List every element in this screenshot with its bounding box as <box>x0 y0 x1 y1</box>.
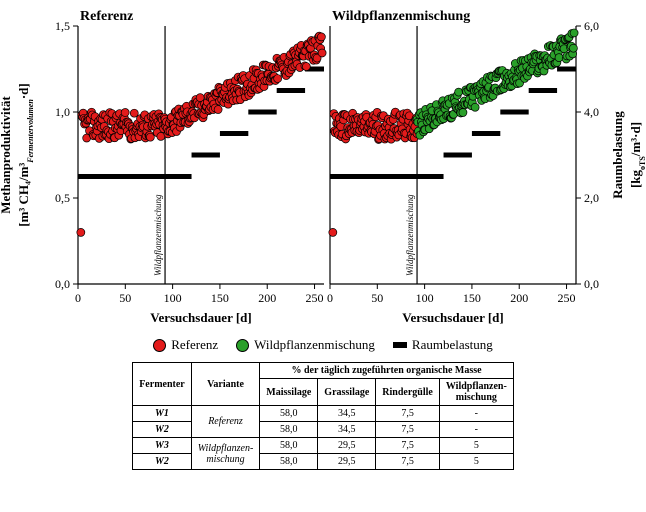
legend-wildpfl-marker <box>236 339 249 352</box>
svg-text:Methanproduktivität: Methanproduktivität <box>0 96 13 214</box>
svg-text:250: 250 <box>558 291 576 305</box>
legend-referenz-label: Referenz <box>171 337 218 353</box>
table-wrap: FermenterVariante% der täglich zugeführt… <box>0 362 646 470</box>
data-table: FermenterVariante% der täglich zugeführt… <box>132 362 514 470</box>
svg-text:250: 250 <box>306 291 324 305</box>
svg-text:Raumbelastung: Raumbelastung <box>610 111 625 199</box>
svg-text:100: 100 <box>416 291 434 305</box>
svg-text:[kgoTS/m³·d]: [kgoTS/m³·d] <box>628 122 646 188</box>
svg-text:1,0: 1,0 <box>55 105 70 119</box>
legend-raum: Raumbelastung <box>393 337 493 353</box>
legend-raum-label: Raumbelastung <box>412 337 493 353</box>
svg-text:150: 150 <box>463 291 481 305</box>
svg-text:Wildpflanzenmischung: Wildpflanzenmischung <box>405 194 415 276</box>
svg-text:50: 50 <box>119 291 131 305</box>
legend-referenz-marker <box>153 339 166 352</box>
svg-text:Wildpflanzenmischung: Wildpflanzenmischung <box>153 194 163 276</box>
svg-text:Versuchsdauer [d]: Versuchsdauer [d] <box>150 310 252 325</box>
svg-text:200: 200 <box>510 291 528 305</box>
svg-text:[m³ CH₄/m³Fermentervolumen·d]: [m³ CH₄/m³Fermentervolumen·d] <box>16 83 35 227</box>
svg-text:Wildpflanzenmischung: Wildpflanzenmischung <box>332 9 470 24</box>
svg-text:50: 50 <box>371 291 383 305</box>
svg-text:200: 200 <box>258 291 276 305</box>
legend-wildpfl-label: Wildpflanzenmischung <box>254 337 375 353</box>
svg-text:Versuchsdauer [d]: Versuchsdauer [d] <box>402 310 504 325</box>
svg-text:2,0: 2,0 <box>584 191 599 205</box>
svg-text:0: 0 <box>75 291 81 305</box>
svg-text:4,0: 4,0 <box>584 105 599 119</box>
svg-text:6,0: 6,0 <box>584 19 599 33</box>
legend-referenz: Referenz <box>153 337 218 353</box>
svg-text:0,0: 0,0 <box>584 277 599 291</box>
svg-text:0,5: 0,5 <box>55 191 70 205</box>
svg-text:0: 0 <box>327 291 333 305</box>
svg-text:150: 150 <box>211 291 229 305</box>
legend-wildpfl: Wildpflanzenmischung <box>236 337 375 353</box>
svg-text:1,5: 1,5 <box>55 19 70 33</box>
chart-area: Referenz 0 50 100 150 200 250 Versuchsdauer [d]… <box>0 0 646 332</box>
legend-raum-marker <box>393 342 407 348</box>
legend-row: Referenz Wildpflanzenmischung Raumbelast… <box>0 332 646 358</box>
svg-text:Referenz: Referenz <box>80 9 133 24</box>
svg-text:100: 100 <box>164 291 182 305</box>
chart-svg: Referenz 0 50 100 150 200 250 Versuchsdauer [d]… <box>0 0 646 332</box>
svg-text:0,0: 0,0 <box>55 277 70 291</box>
